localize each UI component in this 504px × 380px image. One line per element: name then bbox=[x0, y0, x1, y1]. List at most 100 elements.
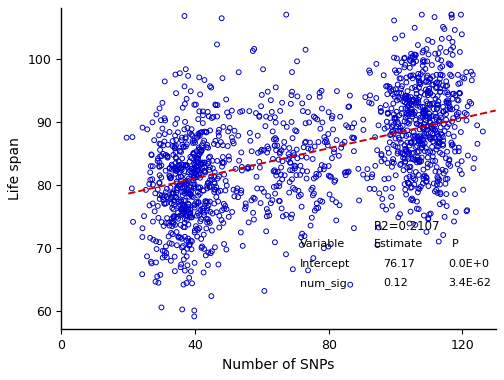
Point bbox=[149, 201, 157, 207]
Point bbox=[191, 140, 199, 146]
Point bbox=[416, 104, 424, 110]
Point bbox=[436, 45, 445, 51]
Point bbox=[427, 125, 435, 131]
Point bbox=[171, 133, 179, 139]
Point bbox=[196, 191, 204, 197]
Point bbox=[201, 198, 209, 204]
Point bbox=[147, 151, 155, 157]
Text: 3.4E-62: 3.4E-62 bbox=[448, 278, 491, 288]
Point bbox=[382, 102, 390, 108]
Point bbox=[194, 227, 202, 233]
Point bbox=[446, 103, 454, 109]
Point bbox=[424, 127, 432, 133]
Point bbox=[232, 166, 240, 172]
Point bbox=[399, 128, 407, 135]
Point bbox=[262, 228, 270, 234]
Point bbox=[409, 60, 417, 66]
Point bbox=[410, 129, 418, 135]
Point bbox=[323, 139, 331, 145]
Point bbox=[178, 244, 186, 250]
Point bbox=[218, 160, 226, 166]
Point bbox=[287, 92, 295, 98]
Point bbox=[172, 166, 180, 173]
Point bbox=[348, 125, 356, 131]
Point bbox=[422, 174, 430, 180]
Point bbox=[159, 248, 167, 254]
Point bbox=[298, 100, 306, 106]
Point bbox=[424, 183, 432, 189]
Point bbox=[190, 150, 198, 156]
Point bbox=[203, 219, 211, 225]
Point bbox=[253, 185, 261, 192]
Point bbox=[237, 190, 245, 196]
Point bbox=[182, 206, 190, 212]
Point bbox=[408, 85, 416, 91]
Point bbox=[452, 92, 460, 98]
Point bbox=[153, 246, 161, 252]
Point bbox=[204, 180, 212, 186]
Point bbox=[389, 122, 397, 128]
Point bbox=[376, 105, 385, 111]
Point bbox=[260, 147, 268, 154]
Point bbox=[407, 94, 415, 100]
Point bbox=[403, 165, 411, 171]
Point bbox=[299, 108, 307, 114]
Point bbox=[183, 253, 191, 260]
Point bbox=[190, 185, 198, 191]
Point bbox=[310, 114, 318, 120]
Point bbox=[411, 133, 419, 139]
Point bbox=[310, 190, 318, 196]
Point bbox=[405, 174, 413, 180]
Point bbox=[361, 94, 369, 100]
Point bbox=[377, 151, 386, 157]
Point bbox=[378, 196, 386, 202]
Point bbox=[406, 100, 414, 106]
Point bbox=[325, 244, 333, 250]
Point bbox=[276, 198, 284, 204]
Point bbox=[433, 105, 442, 111]
Point bbox=[304, 146, 312, 152]
Point bbox=[421, 140, 429, 146]
Point bbox=[177, 182, 185, 188]
Point bbox=[271, 190, 279, 196]
Point bbox=[170, 197, 178, 203]
Point bbox=[329, 127, 337, 133]
Point bbox=[391, 94, 399, 100]
Point bbox=[439, 232, 447, 238]
Point bbox=[400, 167, 408, 173]
Point bbox=[169, 152, 177, 158]
Point bbox=[415, 74, 423, 80]
Point bbox=[412, 58, 420, 64]
Point bbox=[425, 86, 433, 92]
Point bbox=[425, 111, 433, 117]
Point bbox=[414, 100, 422, 106]
Point bbox=[440, 109, 448, 115]
Point bbox=[399, 151, 407, 157]
Point bbox=[271, 239, 279, 245]
Point bbox=[438, 36, 446, 42]
Point bbox=[433, 179, 442, 185]
Point bbox=[176, 234, 184, 241]
Point bbox=[174, 129, 182, 135]
Point bbox=[174, 234, 182, 241]
Point bbox=[417, 158, 425, 165]
Point bbox=[438, 167, 447, 173]
Point bbox=[431, 111, 439, 117]
Point bbox=[235, 69, 243, 75]
Point bbox=[138, 234, 146, 240]
Point bbox=[258, 186, 266, 192]
Point bbox=[182, 66, 190, 72]
Point bbox=[389, 100, 397, 106]
Point bbox=[200, 165, 208, 171]
Point bbox=[442, 168, 450, 174]
Point bbox=[180, 197, 188, 203]
Point bbox=[418, 124, 426, 130]
Point bbox=[129, 134, 137, 140]
Point bbox=[297, 204, 305, 210]
Point bbox=[167, 230, 175, 236]
Point bbox=[146, 177, 154, 183]
Point bbox=[456, 90, 464, 96]
Text: num_sig: num_sig bbox=[300, 278, 347, 289]
Point bbox=[163, 215, 171, 221]
Point bbox=[228, 108, 236, 114]
